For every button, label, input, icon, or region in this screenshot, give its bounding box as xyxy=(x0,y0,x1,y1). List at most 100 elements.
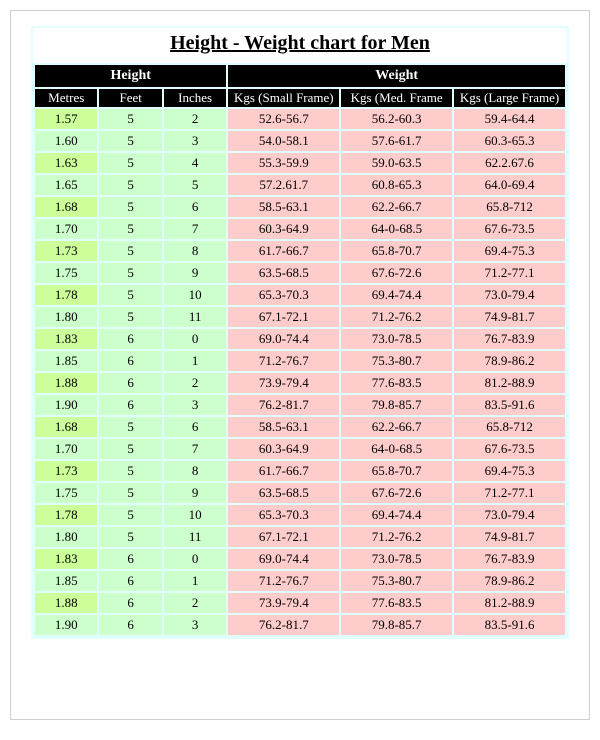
cell-feet: 5 xyxy=(99,263,161,283)
cell-feet: 5 xyxy=(99,505,161,525)
cell-med: 59.0-63.5 xyxy=(341,153,452,173)
cell-feet: 6 xyxy=(99,571,161,591)
cell-med: 64-0-68.5 xyxy=(341,439,452,459)
header-small: Kgs (Small Frame) xyxy=(228,89,339,107)
table-row: 1.886273.9-79.477.6-83.581.2-88.9 xyxy=(35,593,565,613)
cell-metres: 1.85 xyxy=(35,351,97,371)
cell-small: 58.5-63.1 xyxy=(228,417,339,437)
cell-large: 65.8-712 xyxy=(454,197,565,217)
table-row: 1.575252.6-56.756.2-60.359.4-64.4 xyxy=(35,109,565,129)
cell-med: 73.0-78.5 xyxy=(341,549,452,569)
header-row-groups: Height Weight xyxy=(35,65,565,87)
cell-inches: 10 xyxy=(164,285,226,305)
cell-feet: 5 xyxy=(99,241,161,261)
cell-feet: 5 xyxy=(99,219,161,239)
cell-feet: 5 xyxy=(99,175,161,195)
cell-small: 69.0-74.4 xyxy=(228,549,339,569)
table-row: 1.685658.5-63.162.2-66.765.8-712 xyxy=(35,417,565,437)
table-row: 1.755963.5-68.567.6-72.671.2-77.1 xyxy=(35,263,565,283)
cell-inches: 6 xyxy=(164,197,226,217)
cell-large: 69.4-75.3 xyxy=(454,241,565,261)
cell-large: 74.9-81.7 xyxy=(454,307,565,327)
table-row: 1.705760.3-64.964-0-68.567.6-73.5 xyxy=(35,439,565,459)
cell-med: 69.4-74.4 xyxy=(341,285,452,305)
cell-feet: 6 xyxy=(99,549,161,569)
cell-inches: 2 xyxy=(164,109,226,129)
cell-small: 61.7-66.7 xyxy=(228,241,339,261)
table-row: 1.7851065.3-70.369.4-74.473.0-79.4 xyxy=(35,285,565,305)
table-row: 1.856171.2-76.775.3-80.778.9-86.2 xyxy=(35,351,565,371)
cell-feet: 6 xyxy=(99,373,161,393)
cell-small: 73.9-79.4 xyxy=(228,593,339,613)
header-weight: Weight xyxy=(228,65,565,87)
cell-inches: 10 xyxy=(164,505,226,525)
cell-med: 79.8-85.7 xyxy=(341,395,452,415)
cell-feet: 6 xyxy=(99,351,161,371)
cell-small: 69.0-74.4 xyxy=(228,329,339,349)
table-row: 1.685658.5-63.162.2-66.765.8-712 xyxy=(35,197,565,217)
cell-feet: 5 xyxy=(99,417,161,437)
cell-large: 83.5-91.6 xyxy=(454,395,565,415)
cell-small: 60.3-64.9 xyxy=(228,219,339,239)
cell-small: 57.2.61.7 xyxy=(228,175,339,195)
cell-metres: 1.70 xyxy=(35,219,97,239)
cell-feet: 6 xyxy=(99,593,161,613)
cell-metres: 1.78 xyxy=(35,505,97,525)
cell-large: 76.7-83.9 xyxy=(454,549,565,569)
cell-large: 69.4-75.3 xyxy=(454,461,565,481)
cell-inches: 2 xyxy=(164,593,226,613)
cell-small: 71.2-76.7 xyxy=(228,351,339,371)
cell-metres: 1.88 xyxy=(35,373,97,393)
cell-feet: 5 xyxy=(99,197,161,217)
cell-feet: 6 xyxy=(99,395,161,415)
cell-med: 67.6-72.6 xyxy=(341,483,452,503)
cell-small: 61.7-66.7 xyxy=(228,461,339,481)
cell-small: 52.6-56.7 xyxy=(228,109,339,129)
cell-inches: 0 xyxy=(164,549,226,569)
cell-med: 79.8-85.7 xyxy=(341,615,452,635)
cell-small: 76.2-81.7 xyxy=(228,615,339,635)
cell-inches: 11 xyxy=(164,307,226,327)
cell-med: 65.8-70.7 xyxy=(341,461,452,481)
cell-med: 69.4-74.4 xyxy=(341,505,452,525)
cell-med: 77.6-83.5 xyxy=(341,593,452,613)
table-row: 1.7851065.3-70.369.4-74.473.0-79.4 xyxy=(35,505,565,525)
table-row: 1.635455.3-59.959.0-63.562.2.67.6 xyxy=(35,153,565,173)
table-row: 1.755963.5-68.567.6-72.671.2-77.1 xyxy=(35,483,565,503)
cell-inches: 0 xyxy=(164,329,226,349)
cell-large: 64.0-69.4 xyxy=(454,175,565,195)
table-row: 1.605354.0-58.157.6-61.760.3-65.3 xyxy=(35,131,565,151)
cell-metres: 1.83 xyxy=(35,549,97,569)
cell-med: 75.3-80.7 xyxy=(341,571,452,591)
table-row: 1.655557.2.61.760.8-65.364.0-69.4 xyxy=(35,175,565,195)
cell-inches: 3 xyxy=(164,615,226,635)
cell-feet: 5 xyxy=(99,153,161,173)
header-feet: Feet xyxy=(99,89,161,107)
cell-metres: 1.80 xyxy=(35,307,97,327)
cell-metres: 1.80 xyxy=(35,527,97,547)
cell-med: 75.3-80.7 xyxy=(341,351,452,371)
cell-large: 78.9-86.2 xyxy=(454,351,565,371)
cell-inches: 3 xyxy=(164,131,226,151)
header-large: Kgs (Large Frame) xyxy=(454,89,565,107)
cell-inches: 7 xyxy=(164,219,226,239)
cell-small: 54.0-58.1 xyxy=(228,131,339,151)
cell-large: 73.0-79.4 xyxy=(454,505,565,525)
cell-med: 77.6-83.5 xyxy=(341,373,452,393)
cell-metres: 1.63 xyxy=(35,153,97,173)
cell-metres: 1.75 xyxy=(35,263,97,283)
cell-inches: 1 xyxy=(164,351,226,371)
cell-inches: 2 xyxy=(164,373,226,393)
table-body: 1.575252.6-56.756.2-60.359.4-64.41.60535… xyxy=(35,109,565,635)
cell-large: 71.2-77.1 xyxy=(454,263,565,283)
cell-large: 62.2.67.6 xyxy=(454,153,565,173)
cell-inches: 3 xyxy=(164,395,226,415)
cell-metres: 1.60 xyxy=(35,131,97,151)
cell-small: 67.1-72.1 xyxy=(228,527,339,547)
cell-small: 65.3-70.3 xyxy=(228,285,339,305)
chart-title: Height - Weight chart for Men xyxy=(33,28,567,63)
cell-inches: 5 xyxy=(164,175,226,195)
cell-small: 63.5-68.5 xyxy=(228,263,339,283)
cell-med: 56.2-60.3 xyxy=(341,109,452,129)
cell-small: 71.2-76.7 xyxy=(228,571,339,591)
